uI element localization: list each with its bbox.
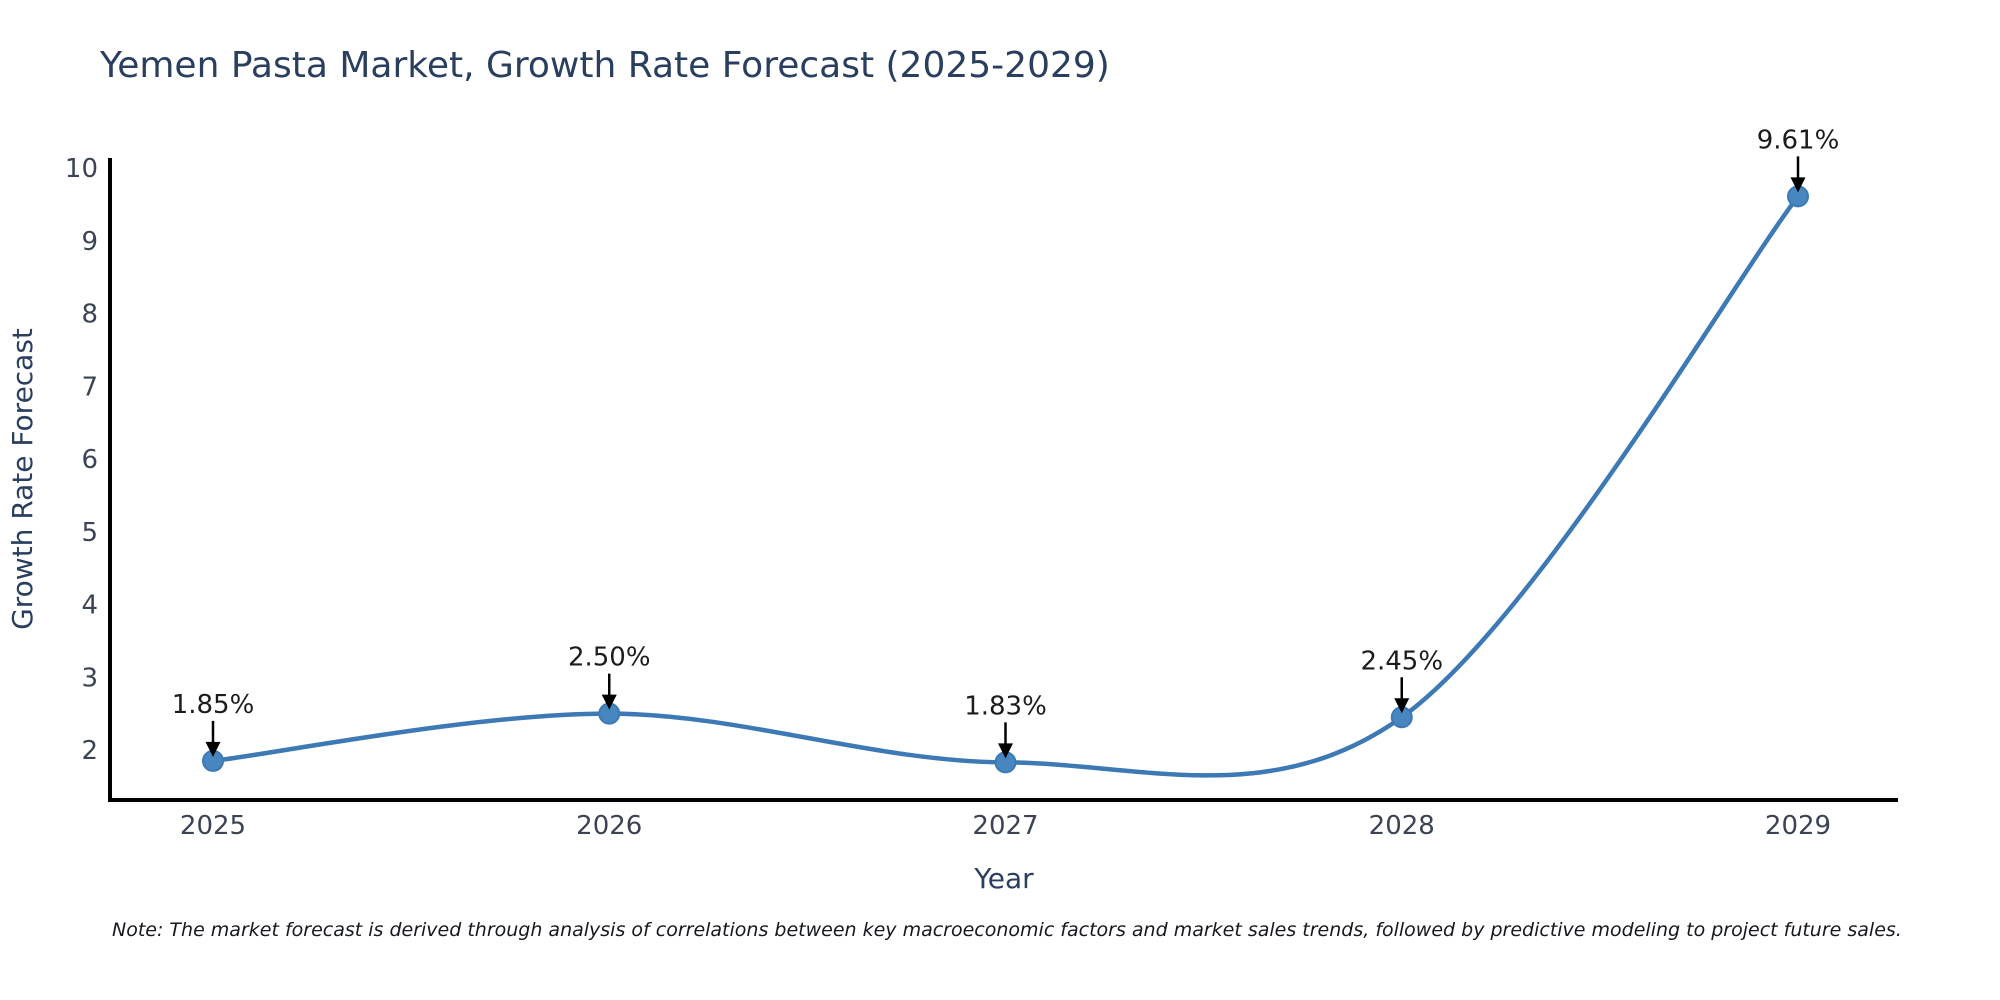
point-annotation-label: 2.50% — [568, 643, 651, 673]
annotation-arrowhead-icon — [1394, 698, 1410, 714]
x-tick-label: 2028 — [1369, 811, 1435, 841]
y-tick-label: 6 — [81, 445, 98, 475]
x-tick-label: 2029 — [1765, 811, 1831, 841]
y-tick-label: 4 — [81, 591, 98, 621]
y-axis-label: Growth Rate Forecast — [6, 328, 39, 630]
point-annotation-label: 1.85% — [172, 690, 255, 720]
point-annotation-label: 9.61% — [1757, 125, 1840, 155]
data-line — [210, 194, 1801, 778]
y-tick-label: 5 — [81, 518, 98, 548]
y-tick-label: 10 — [65, 154, 98, 184]
x-tick-label: 2027 — [972, 811, 1038, 841]
x-tick-label: 2025 — [180, 811, 246, 841]
y-tick-label: 8 — [81, 300, 98, 330]
annotation-arrowhead-icon — [998, 743, 1013, 759]
x-tick-label: 2026 — [576, 811, 642, 841]
point-annotation-label: 1.83% — [964, 691, 1047, 721]
annotation-arrowhead-icon — [205, 741, 221, 757]
point-annotation-label: 2.45% — [1360, 646, 1443, 676]
chart-note: Note: The market forecast is derived thr… — [112, 919, 1902, 941]
annotation-arrowhead-icon — [1790, 177, 1806, 193]
y-tick-label: 2 — [81, 736, 98, 766]
y-tick-label: 9 — [81, 227, 98, 257]
y-tick-label: 7 — [81, 372, 98, 402]
y-tick-label: 3 — [81, 663, 98, 693]
chart-title: Yemen Pasta Market, Growth Rate Forecast… — [100, 45, 1110, 86]
x-axis-label: Year — [973, 862, 1034, 895]
annotation-arrowhead-icon — [601, 694, 617, 710]
